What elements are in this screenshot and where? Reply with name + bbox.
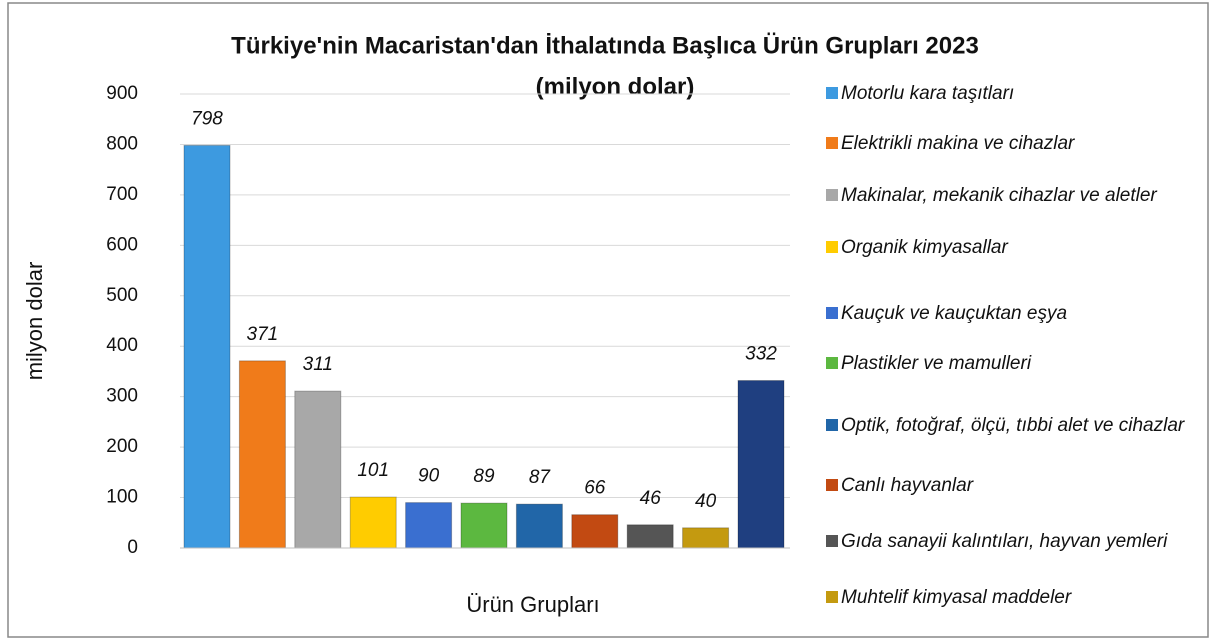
legend-entry: Optik, fotoğraf, ölçü, tıbbi alet ve cih… (826, 414, 1196, 437)
legend-swatch (826, 137, 838, 149)
bar (737, 380, 785, 549)
legend-label: Organik kimyasallar (841, 237, 1008, 258)
legend-label: Plastikler ve mamulleri (841, 353, 1032, 374)
y-tick-label: 0 (127, 537, 138, 558)
data-label: 101 (357, 460, 389, 481)
legend-entry: Plastikler ve mamulleri (826, 352, 1196, 375)
bar (682, 527, 730, 549)
y-axis-label: milyon dolar (22, 262, 47, 381)
data-label: 89 (473, 466, 495, 487)
legend-label: Gıda sanayii kalıntıları, hayvan yemleri (841, 531, 1168, 552)
y-tick-label: 300 (106, 386, 138, 407)
legend-swatch (826, 87, 838, 99)
bar (294, 390, 342, 549)
data-label: 40 (695, 491, 717, 512)
legend-entry: Elektrikli makina ve cihazlar (826, 132, 1196, 155)
legend-label: Canlı hayvanlar (841, 475, 974, 496)
y-tick-label: 500 (106, 285, 138, 306)
y-tick-label: 200 (106, 436, 138, 457)
data-label: 90 (418, 466, 440, 487)
legend-label: Motorlu kara taşıtları (841, 83, 1015, 104)
legend-swatch (826, 535, 838, 547)
legend-label: Kauçuk ve kauçuktan eşya (841, 303, 1068, 324)
data-label: 798 (191, 108, 223, 129)
legend-swatch (826, 241, 838, 253)
bar (515, 503, 563, 549)
data-label: 311 (303, 354, 333, 375)
y-tick-label: 800 (106, 133, 138, 154)
legend-swatch (826, 479, 838, 491)
legend-label: Makinalar, mekanik cihazlar ve aletler (841, 185, 1157, 206)
data-label: 46 (640, 488, 662, 509)
bar (571, 514, 619, 549)
legend-entry: Canlı hayvanlar (826, 474, 1196, 497)
y-tick-label: 600 (106, 234, 138, 255)
bar (405, 502, 453, 549)
data-label: 87 (529, 467, 552, 488)
chart-title: Türkiye'nin Macaristan'dan İthalatında B… (231, 32, 979, 59)
legend-entry: Gıda sanayii kalıntıları, hayvan yemleri (826, 530, 1196, 553)
legend-label: Elektrikli makina ve cihazlar (841, 133, 1075, 154)
bar (626, 524, 674, 549)
legend-entry: Muhtelif kimyasal maddeler (826, 586, 1196, 609)
y-tick-label: 700 (106, 184, 138, 205)
legend-entry: Motorlu kara taşıtları (826, 82, 1196, 105)
legend-swatch (826, 307, 838, 319)
bar (183, 144, 231, 549)
bar (349, 496, 397, 549)
y-tick-label: 900 (106, 83, 138, 104)
data-label: 332 (745, 344, 777, 365)
legend-swatch (826, 189, 838, 201)
data-label: 66 (584, 478, 606, 499)
y-tick-label: 100 (106, 487, 138, 508)
legend-swatch (826, 591, 838, 603)
chart-subtitle: (milyon dolar) (536, 73, 695, 100)
legend-swatch (826, 357, 838, 369)
legend-entry: Makinalar, mekanik cihazlar ve aletler (826, 184, 1196, 207)
legend-entry: Kauçuk ve kauçuktan eşya (826, 302, 1196, 325)
x-axis-label: Ürün Grupları (466, 592, 599, 617)
bar (238, 360, 286, 549)
legend-label: Optik, fotoğraf, ölçü, tıbbi alet ve cih… (841, 415, 1185, 436)
data-label: 371 (247, 324, 279, 345)
legend-swatch (826, 419, 838, 431)
bar (460, 502, 508, 549)
legend-label: Muhtelif kimyasal maddeler (841, 587, 1072, 608)
y-tick-label: 400 (106, 335, 138, 356)
legend-entry: Organik kimyasallar (826, 236, 1196, 259)
